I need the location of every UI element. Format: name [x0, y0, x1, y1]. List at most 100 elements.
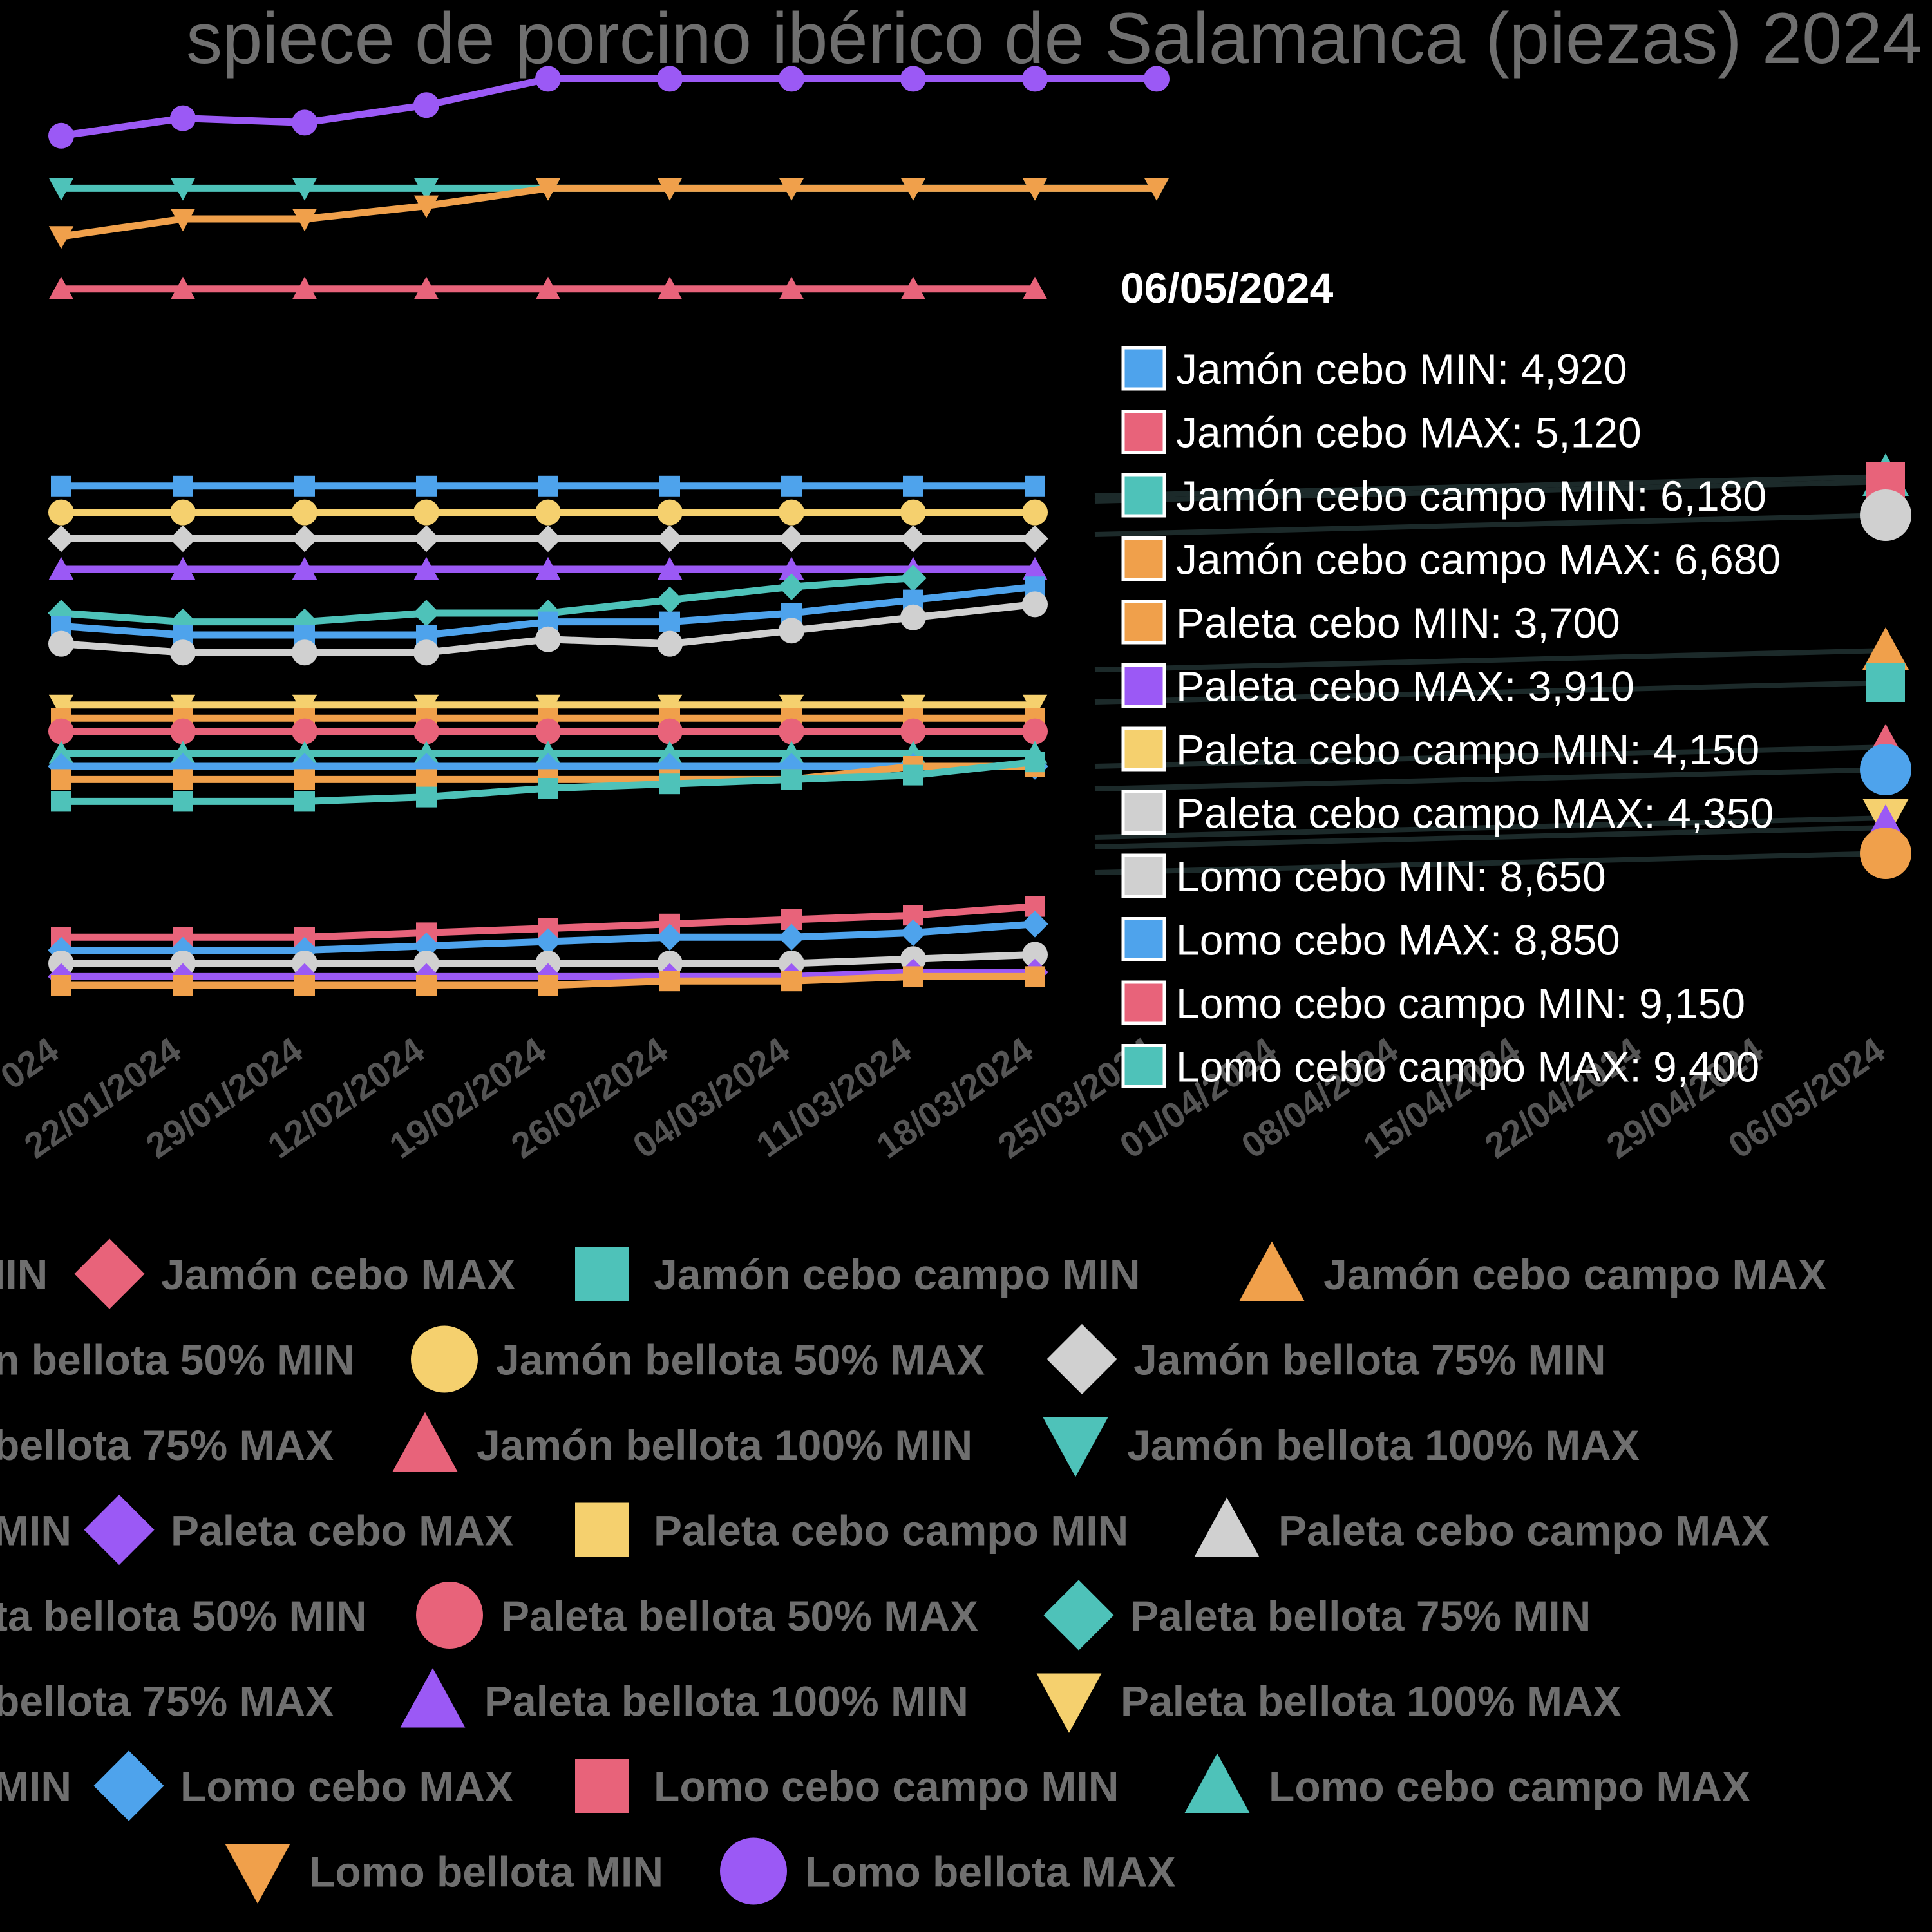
legend-marker[interactable] [400, 1668, 466, 1728]
data-point[interactable] [659, 971, 680, 992]
data-point[interactable] [292, 694, 317, 717]
data-point[interactable] [657, 276, 683, 299]
legend-item[interactable]: Lomo bellota MAX [720, 1837, 1176, 1905]
data-point[interactable] [413, 694, 439, 717]
data-point[interactable] [413, 741, 439, 764]
legend-marker[interactable] [720, 1837, 787, 1905]
legend-marker[interactable] [575, 1502, 629, 1557]
data-point[interactable] [292, 556, 317, 580]
data-point[interactable] [535, 66, 561, 92]
data-point[interactable] [1144, 66, 1170, 92]
data-point[interactable] [48, 694, 74, 717]
data-point[interactable] [781, 475, 802, 497]
data-point[interactable] [900, 276, 926, 299]
legend-marker[interactable] [93, 1750, 164, 1821]
data-point[interactable] [781, 971, 802, 992]
data-point[interactable] [416, 769, 437, 790]
data-point[interactable] [48, 122, 74, 149]
data-point[interactable] [292, 276, 317, 299]
legend-marker[interactable] [411, 1325, 478, 1393]
data-point[interactable] [657, 556, 683, 580]
legend-item[interactable]: ta bellota 50% MIN [0, 1592, 366, 1640]
data-point[interactable] [657, 741, 683, 764]
legend-item[interactable]: Lomo bellota MIN [225, 1844, 663, 1904]
legend-item[interactable]: Paleta cebo campo MAX [1194, 1497, 1770, 1557]
legend-item[interactable]: Paleta bellota 75% MIN [1043, 1580, 1591, 1651]
data-point[interactable] [292, 718, 317, 744]
data-point[interactable] [903, 966, 923, 987]
data-point[interactable] [657, 694, 683, 717]
data-point[interactable] [657, 178, 683, 201]
data-point[interactable] [900, 919, 927, 947]
data-point[interactable] [781, 769, 802, 790]
data-point[interactable] [1021, 525, 1048, 553]
legend-marker[interactable] [1043, 1580, 1114, 1651]
data-point[interactable] [416, 975, 437, 996]
legend-item[interactable]: IIN [0, 1251, 48, 1298]
data-point[interactable] [292, 109, 317, 136]
data-point[interactable] [656, 923, 683, 951]
legend-item[interactable]: Jamón cebo MAX [74, 1238, 515, 1309]
data-point[interactable] [170, 741, 196, 764]
data-point[interactable] [51, 769, 71, 790]
data-point[interactable] [1021, 911, 1048, 938]
edge-marker[interactable] [1860, 828, 1911, 879]
legend-marker[interactable] [1036, 1673, 1102, 1733]
legend-marker[interactable] [1043, 1417, 1108, 1477]
data-point[interactable] [778, 923, 805, 951]
data-point[interactable] [779, 178, 804, 201]
data-point[interactable] [170, 556, 196, 580]
data-point[interactable] [51, 975, 71, 996]
data-point[interactable] [1144, 178, 1170, 201]
data-point[interactable] [779, 66, 804, 92]
data-point[interactable] [656, 586, 683, 614]
data-point[interactable] [903, 475, 923, 497]
data-point[interactable] [535, 718, 561, 744]
legend-item[interactable]: Paleta cebo MAX [84, 1494, 513, 1566]
legend-item[interactable]: Lomo cebo campo MIN [575, 1759, 1119, 1813]
data-point[interactable] [1022, 694, 1048, 717]
data-point[interactable] [413, 499, 439, 526]
legend-item[interactable]: MIN [0, 1763, 71, 1810]
data-point[interactable] [535, 525, 562, 553]
data-point[interactable] [48, 556, 74, 580]
data-point[interactable] [1022, 66, 1048, 92]
data-point[interactable] [413, 92, 439, 118]
data-point[interactable] [292, 741, 317, 764]
data-point[interactable] [413, 525, 440, 553]
legend-item[interactable]: Jamón bellota 100% MAX [1043, 1417, 1640, 1477]
legend-item[interactable]: Paleta bellota 100% MIN [400, 1668, 969, 1728]
legend-marker[interactable] [416, 1582, 483, 1649]
data-point[interactable] [173, 475, 193, 497]
data-point[interactable] [778, 525, 805, 553]
data-point[interactable] [48, 226, 74, 249]
data-point[interactable] [170, 718, 196, 744]
data-point[interactable] [173, 769, 193, 790]
data-point[interactable] [1022, 591, 1048, 618]
edge-marker[interactable] [1862, 627, 1909, 670]
legend-marker[interactable] [392, 1412, 458, 1472]
legend-item[interactable]: Paleta cebo campo MIN [575, 1502, 1128, 1557]
legend-item[interactable]: Lomo cebo campo MAX [1184, 1753, 1750, 1813]
data-point[interactable] [659, 611, 680, 632]
data-point[interactable] [170, 209, 196, 232]
data-point[interactable] [416, 475, 437, 497]
data-point[interactable] [413, 556, 439, 580]
data-point[interactable] [900, 178, 926, 201]
data-point[interactable] [292, 178, 317, 201]
data-point[interactable] [170, 694, 196, 717]
data-point[interactable] [173, 975, 193, 996]
data-point[interactable] [535, 928, 562, 955]
data-point[interactable] [1022, 942, 1048, 968]
data-point[interactable] [538, 975, 558, 996]
data-point[interactable] [900, 564, 927, 592]
data-point[interactable] [900, 525, 927, 553]
data-point[interactable] [1022, 276, 1048, 299]
data-point[interactable] [413, 276, 439, 299]
data-point[interactable] [170, 276, 196, 299]
data-point[interactable] [294, 975, 315, 996]
data-point[interactable] [294, 475, 315, 497]
data-point[interactable] [779, 718, 804, 744]
data-point[interactable] [900, 718, 926, 744]
data-point[interactable] [903, 764, 923, 786]
